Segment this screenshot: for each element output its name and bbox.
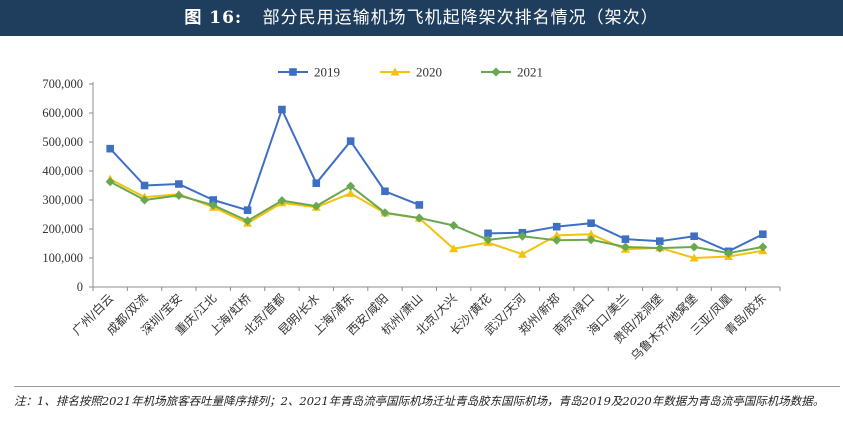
y-tick-label: 400,000 xyxy=(42,164,83,178)
data-point-2021 xyxy=(105,177,115,187)
legend-entry-2019: 2019 xyxy=(278,65,340,80)
data-point-2019 xyxy=(655,237,664,245)
data-point-2021 xyxy=(689,242,699,252)
data-point-2021 xyxy=(174,190,184,200)
data-point-2021 xyxy=(483,235,493,245)
figure-title: 图 16: 部分民用运输机场飞机起降架次排名情况（架次） xyxy=(0,0,843,36)
series-layer xyxy=(105,105,768,262)
data-point-2021 xyxy=(758,242,768,252)
data-point-2019 xyxy=(140,181,149,190)
data-point-2019 xyxy=(484,229,492,238)
y-tick-label: 500,000 xyxy=(42,135,83,149)
legend-marker xyxy=(289,68,297,76)
legend-label: 2020 xyxy=(416,65,442,80)
data-point-2021 xyxy=(620,242,630,252)
legend-entry-2021: 2021 xyxy=(481,65,543,80)
data-point-2019 xyxy=(175,180,183,188)
data-point-2019 xyxy=(621,235,630,243)
series-2021 xyxy=(105,177,768,258)
data-point-2021 xyxy=(655,243,665,253)
data-point-2020 xyxy=(586,229,596,238)
data-point-2019 xyxy=(759,230,767,239)
y-tick-label: 700,000 xyxy=(42,77,83,91)
legend: 2019 2020 2021 xyxy=(278,65,543,80)
data-point-2021 xyxy=(311,201,321,211)
y-tick-label: 100,000 xyxy=(42,251,83,265)
data-point-2019 xyxy=(243,206,252,214)
data-point-2021 xyxy=(346,181,356,191)
legend-entry-2020: 2020 xyxy=(380,65,442,80)
data-point-2021 xyxy=(277,196,287,206)
series-2019 xyxy=(106,105,767,256)
data-point-2020 xyxy=(689,253,699,262)
figure-number: 图 16: xyxy=(184,8,243,28)
data-point-2020 xyxy=(346,188,356,197)
data-point-2019 xyxy=(552,222,561,231)
data-point-2019 xyxy=(106,144,114,153)
y-tick-label: 200,000 xyxy=(42,222,83,236)
data-point-2021 xyxy=(723,248,733,258)
y-tick-label: 300,000 xyxy=(42,193,83,207)
data-point-2020 xyxy=(552,230,562,239)
data-point-2021 xyxy=(449,221,459,231)
line-chart: 0 100,000 200,000 300,000 400,000 500,000 600,… xyxy=(42,65,781,364)
data-point-2020 xyxy=(517,249,527,258)
figure-title-text: 部分民用运输机场飞机起降架次排名情况（架次） xyxy=(262,8,659,28)
data-point-2020 xyxy=(449,244,459,253)
series-line-2021 xyxy=(109,180,763,255)
data-point-2021 xyxy=(380,208,390,218)
data-point-2021 xyxy=(208,200,218,210)
x-tick-labels: 广州/白云成都/双流深圳/宝安重庆/江北上海/虹桥北京/首都昆明/长水上海/浦东… xyxy=(69,291,769,364)
data-point-2021 xyxy=(552,235,562,245)
data-point-2019 xyxy=(209,196,218,204)
y-tick-label: 0 xyxy=(77,280,83,294)
legend-marker xyxy=(491,67,501,77)
data-point-2021 xyxy=(414,213,424,223)
legend-label: 2019 xyxy=(314,65,340,80)
data-point-2021 xyxy=(586,235,596,245)
axes: 0 100,000 200,000 300,000 400,000 500,000 600,… xyxy=(42,77,781,294)
legend-label: 2021 xyxy=(517,65,543,80)
data-point-2021 xyxy=(140,195,150,205)
data-point-2019 xyxy=(278,105,286,114)
data-point-2019 xyxy=(415,201,424,209)
series-line-2020 xyxy=(109,178,763,259)
legend-marker xyxy=(390,67,400,76)
footnote: 注：1、排名按照2021年机场旅客吞吐量降序排列；2、2021年青岛流亭国际机场… xyxy=(14,386,840,410)
data-point-2021 xyxy=(517,231,527,241)
data-point-2019 xyxy=(381,187,389,196)
data-point-2019 xyxy=(690,232,698,241)
data-point-2019 xyxy=(346,137,355,145)
data-point-2019 xyxy=(312,179,321,187)
data-point-2019 xyxy=(587,219,595,227)
y-tick-label: 600,000 xyxy=(42,106,83,120)
series-line-2019 xyxy=(109,108,420,212)
data-point-2021 xyxy=(243,216,253,226)
